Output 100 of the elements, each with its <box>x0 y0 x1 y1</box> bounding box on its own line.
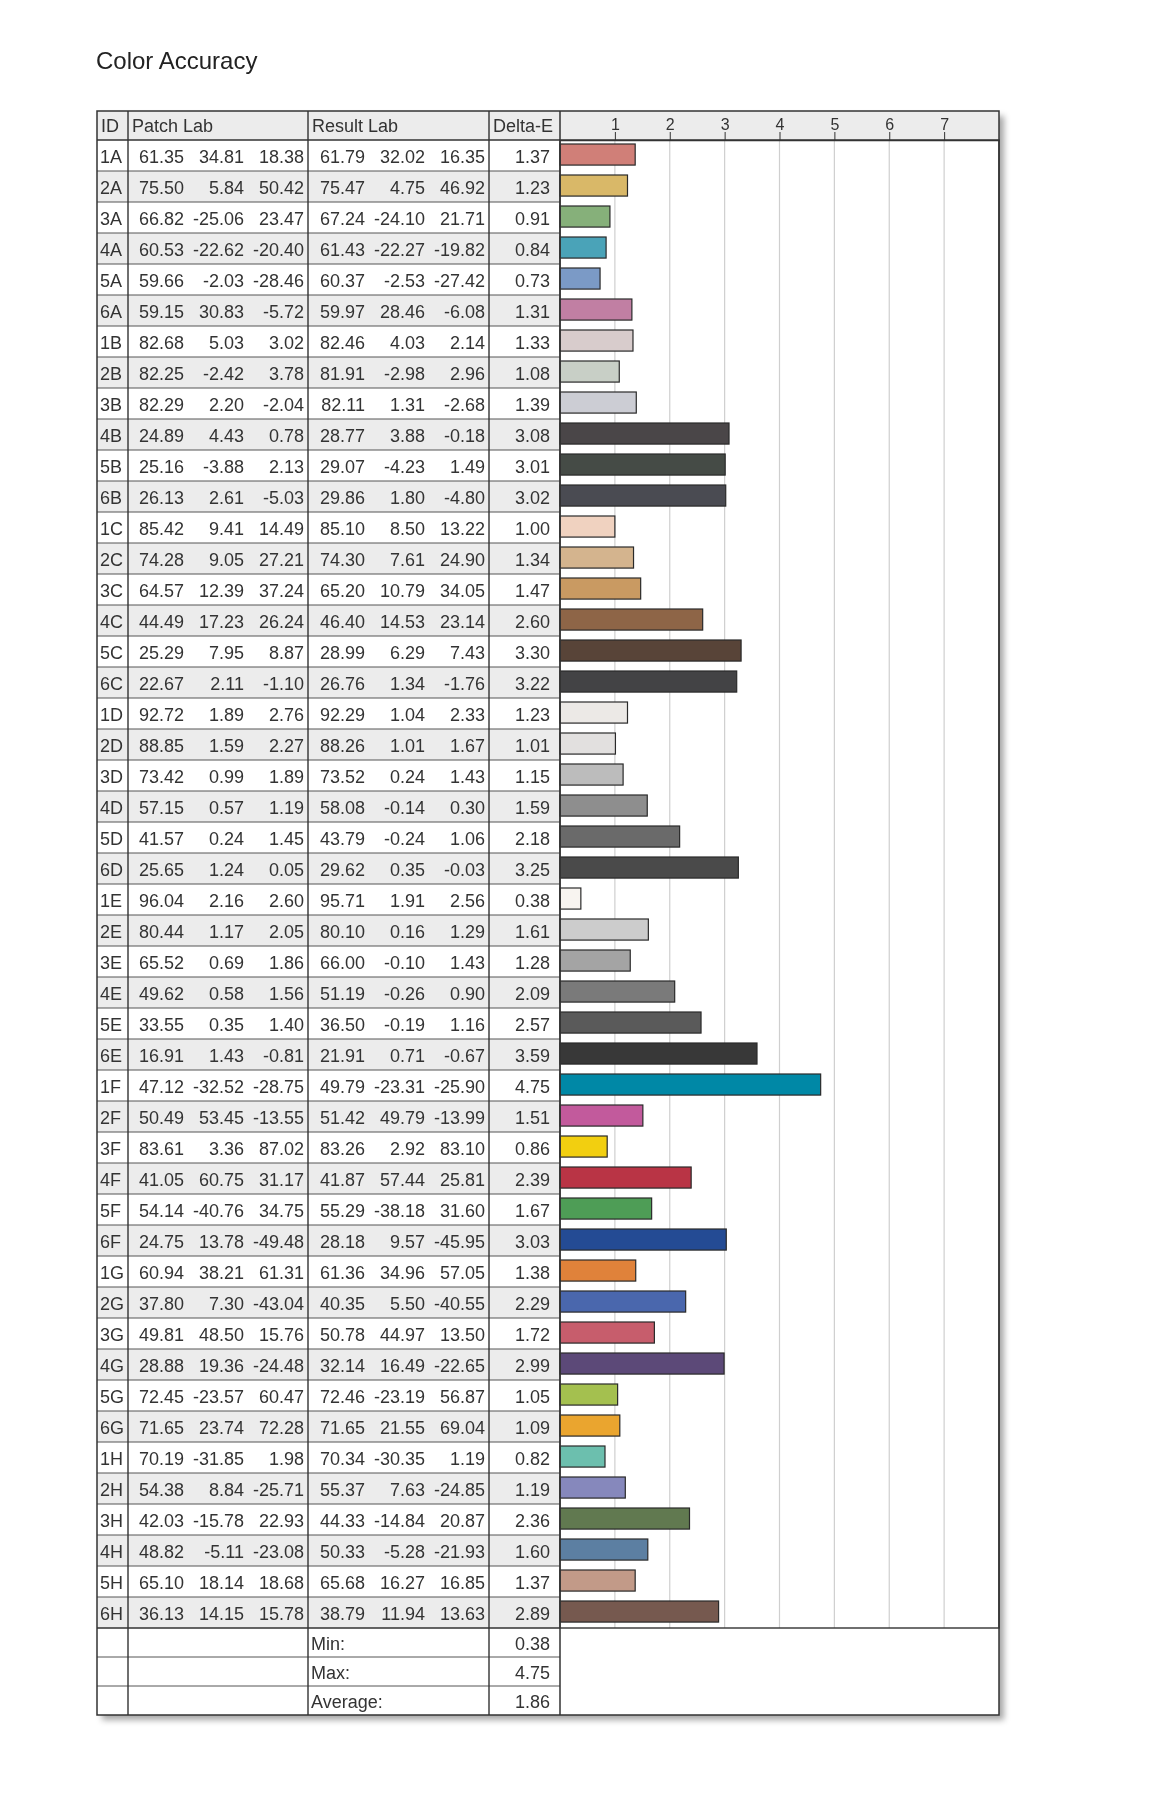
text: 41.57 0.24 1.45 <box>138 829 304 849</box>
y-tick-label: 1E <box>100 891 123 911</box>
text: Max: <box>311 1663 351 1683</box>
y-tick-label: 2G <box>100 1294 125 1314</box>
bar <box>559 1476 626 1499</box>
data-label: 1.19 <box>514 1480 550 1500</box>
y-tick-label: 5F <box>100 1201 122 1221</box>
data-label: 0.84 <box>514 240 550 260</box>
y-tick-label: 4B <box>100 426 123 446</box>
y-tick-label: 4G <box>100 1356 125 1376</box>
y-tick-label: 2H <box>100 1480 124 1500</box>
data-label: 1.39 <box>514 395 550 415</box>
text: 85.42 9.41 14.49 <box>138 519 304 539</box>
bar <box>559 1197 653 1220</box>
text: 60.53 -22.62 -20.40 <box>138 240 304 260</box>
text: 43.79 -0.24 1.06 <box>319 829 485 849</box>
data-label: 3.03 <box>514 1232 550 1252</box>
text: 44.33 -14.84 20.87 <box>319 1511 485 1531</box>
text: 0.38 <box>514 1634 550 1654</box>
text: 74.30 7.61 24.90 <box>319 550 485 570</box>
text: 49.79 -23.31 -25.90 <box>319 1077 485 1097</box>
data-label: 2.60 <box>514 612 550 632</box>
text: Color Accuracy <box>96 47 258 74</box>
text: 24.89 4.43 0.78 <box>138 426 304 446</box>
text: 88.26 1.01 1.67 <box>319 736 485 756</box>
text: 29.86 1.80 -4.80 <box>319 488 485 508</box>
text: 40.35 5.50 -40.55 <box>319 1294 485 1314</box>
text: 70.19 -31.85 1.98 <box>138 1449 304 1469</box>
text: 71.65 21.55 69.04 <box>319 1418 485 1438</box>
text: 54.38 8.84 -25.71 <box>138 1480 304 1500</box>
bar <box>559 577 642 600</box>
bar <box>559 1259 637 1282</box>
text: 64.57 12.39 37.24 <box>138 581 304 601</box>
text: 37.80 7.30 -43.04 <box>138 1294 304 1314</box>
data-label: 1.59 <box>514 798 550 818</box>
data-label: 1.67 <box>514 1201 550 1221</box>
data-label: 1.23 <box>514 178 550 198</box>
text: 42.03 -15.78 22.93 <box>138 1511 304 1531</box>
y-tick-label: 6G <box>100 1418 125 1438</box>
text: 59.66 -2.03 -28.46 <box>138 271 304 291</box>
data-label: 2.99 <box>514 1356 550 1376</box>
y-tick-label: 5H <box>100 1573 124 1593</box>
x2-tick-label: 2 <box>665 116 675 133</box>
y-tick-label: 4C <box>100 612 124 632</box>
text: 83.61 3.36 87.02 <box>138 1139 304 1159</box>
y-tick-label: 2C <box>100 550 124 570</box>
bar <box>559 1290 687 1313</box>
data-label: 3.59 <box>514 1046 550 1066</box>
data-label: 2.18 <box>514 829 550 849</box>
y-tick-label: 1C <box>100 519 124 539</box>
bar <box>559 1507 691 1530</box>
data-label: 1.05 <box>514 1387 550 1407</box>
data-label: 1.28 <box>514 953 550 973</box>
x2-tick-label: 4 <box>775 116 785 133</box>
data-label: 2.57 <box>514 1015 550 1035</box>
text: 72.46 -23.19 56.87 <box>319 1387 485 1407</box>
text: 21.91 0.71 -0.67 <box>319 1046 485 1066</box>
data-label: 3.02 <box>514 488 550 508</box>
text: 82.46 4.03 2.14 <box>319 333 485 353</box>
text: 29.62 0.35 -0.03 <box>319 860 485 880</box>
bar <box>559 143 636 166</box>
bar <box>559 980 676 1003</box>
text: 4.75 <box>514 1663 550 1683</box>
data-label: 1.47 <box>514 581 550 601</box>
y-tick-label: 1B <box>100 333 123 353</box>
y-tick-label: 3C <box>100 581 124 601</box>
text: 51.19 -0.26 0.90 <box>319 984 485 1004</box>
text: 25.16 -3.88 2.13 <box>138 457 304 477</box>
y-tick-label: 2A <box>100 178 123 198</box>
y-tick-label: 3G <box>100 1325 125 1345</box>
text: Average: <box>311 1692 383 1712</box>
text: Min: <box>311 1634 346 1654</box>
bar <box>559 1135 608 1158</box>
data-label: 1.60 <box>514 1542 550 1562</box>
text: 80.44 1.17 2.05 <box>138 922 304 942</box>
data-label: 3.30 <box>514 643 550 663</box>
bar <box>559 1104 644 1127</box>
text: 54.14 -40.76 34.75 <box>138 1201 304 1221</box>
bar <box>559 236 607 259</box>
text: 60.37 -2.53 -27.42 <box>319 271 485 291</box>
text: 57.15 0.57 1.19 <box>138 798 304 818</box>
text: 49.62 0.58 1.56 <box>138 984 304 1004</box>
bar <box>559 1166 692 1189</box>
data-label: 1.37 <box>514 1573 550 1593</box>
text: 28.18 9.57 -45.95 <box>319 1232 485 1252</box>
x2-tick-label: 7 <box>940 116 950 133</box>
text: 55.29 -38.18 31.60 <box>319 1201 485 1221</box>
text: 65.20 10.79 34.05 <box>319 581 485 601</box>
text: 28.99 6.29 7.43 <box>319 643 485 663</box>
data-label: 0.73 <box>514 271 550 291</box>
data-label: 2.29 <box>514 1294 550 1314</box>
text: 83.26 2.92 83.10 <box>319 1139 485 1159</box>
bar <box>559 825 681 848</box>
text: 61.35 34.81 18.38 <box>138 147 304 167</box>
data-label: 3.01 <box>514 457 550 477</box>
x2-tick-label: 6 <box>885 116 895 133</box>
bar <box>559 174 629 197</box>
text: 50.49 53.45 -13.55 <box>138 1108 304 1128</box>
text: 44.49 17.23 26.24 <box>138 612 304 632</box>
y-tick-label: 1H <box>100 1449 124 1469</box>
